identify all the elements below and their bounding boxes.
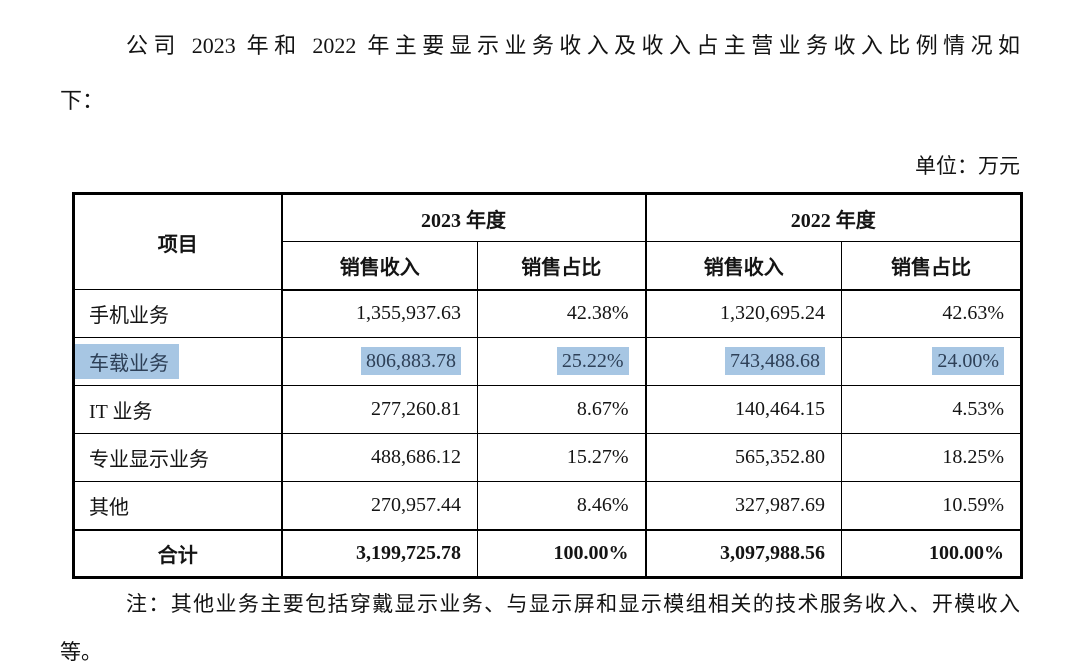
cell-revenue-2022: 565,352.80 xyxy=(644,433,842,482)
cell-item: 车载业务 xyxy=(73,337,282,386)
selected-text: 25.22% xyxy=(556,347,629,375)
cell-ratio-2023: 25.22% xyxy=(477,337,646,386)
table-row: 手机业务 1,355,937.63 42.38% 1,320,695.24 42… xyxy=(73,289,1022,338)
header-sales-revenue-2023: 销售收入 xyxy=(280,241,478,291)
footnote-line2: 等。 xyxy=(60,640,102,664)
cell-revenue-2022: 327,987.69 xyxy=(644,481,842,530)
header-sales-ratio-2023: 销售占比 xyxy=(477,241,646,291)
header-sales-revenue-2022: 销售收入 xyxy=(644,241,842,291)
cell-ratio-2022: 24.00% xyxy=(841,337,1022,386)
selected-text: 743,488.68 xyxy=(725,347,825,375)
table-row-highlighted: 车载业务 806,883.78 25.22% 743,488.68 24.00% xyxy=(73,337,1022,386)
table-header-row-years: 项目 2023 年度 2022 年度 xyxy=(73,193,1022,290)
header-sales-ratio-2022: 销售占比 xyxy=(841,241,1022,291)
header-year-2022: 2022 年度 xyxy=(644,193,1022,242)
header-item: 项目 xyxy=(73,193,282,290)
intro-paragraph-line2: 下： xyxy=(60,88,105,113)
selected-text: 车载业务 xyxy=(75,344,179,379)
cell-ratio-2022: 4.53% xyxy=(841,385,1022,434)
table-row: 其他 270,957.44 8.46% 327,987.69 10.59% xyxy=(73,481,1022,530)
cell-revenue-2022: 1,320,695.24 xyxy=(644,289,842,338)
header-year-2023: 2023 年度 xyxy=(280,193,646,242)
cell-revenue-2022: 743,488.68 xyxy=(644,337,842,386)
cell-revenue-2022: 140,464.15 xyxy=(644,385,842,434)
selected-text: 806,883.78 xyxy=(361,347,461,375)
cell-item: 其他 xyxy=(73,481,282,530)
cell-revenue-2023: 806,883.78 xyxy=(280,337,478,386)
table-row: IT 业务 277,260.81 8.67% 140,464.15 4.53% xyxy=(73,385,1022,434)
table-row: 专业显示业务 488,686.12 15.27% 565,352.80 18.2… xyxy=(73,433,1022,482)
table-header-row-metrics: 销售收入 销售占比 销售收入 销售占比 xyxy=(74,241,1022,291)
footnote-line1: 注：其他业务主要包括穿戴显示业务、与显示屏和显示模组相关的技术服务收入、开模收入 xyxy=(126,592,1020,616)
cell-item: 专业显示业务 xyxy=(73,433,282,482)
cell-ratio-2022: 10.59% xyxy=(841,481,1022,530)
cell-revenue-2023: 1,355,937.63 xyxy=(280,289,478,338)
cell-total-ratio-2023: 100.00% xyxy=(477,528,646,578)
cell-item: 手机业务 xyxy=(73,289,282,338)
cell-ratio-2022: 18.25% xyxy=(841,433,1022,482)
cell-ratio-2022: 42.63% xyxy=(841,289,1022,338)
cell-revenue-2023: 277,260.81 xyxy=(280,385,478,434)
cell-revenue-2023: 488,686.12 xyxy=(280,433,478,482)
selected-text: 24.00% xyxy=(932,347,1004,375)
intro-paragraph-line1: 公司 2023 年和 2022 年主要显示业务收入及收入占主营业务收入比例情况如 xyxy=(126,33,1020,58)
cell-total-label: 合计 xyxy=(73,528,282,578)
cell-total-ratio-2022: 100.00% xyxy=(841,528,1022,578)
cell-ratio-2023: 8.46% xyxy=(477,481,646,530)
revenue-table: 项目 2023 年度 2022 年度 销售收入 销售占比 销售收入 销售占比 手… xyxy=(72,192,1023,579)
cell-ratio-2023: 8.67% xyxy=(477,385,646,434)
unit-label: 单位：万元 xyxy=(915,154,1020,178)
cell-item: IT 业务 xyxy=(73,385,282,434)
cell-total-revenue-2022: 3,097,988.56 xyxy=(644,528,842,578)
cell-revenue-2023: 270,957.44 xyxy=(280,481,478,530)
cell-ratio-2023: 42.38% xyxy=(477,289,646,338)
cell-total-revenue-2023: 3,199,725.78 xyxy=(280,528,478,578)
table-total-row: 合计 3,199,725.78 100.00% 3,097,988.56 100… xyxy=(73,528,1022,578)
cell-ratio-2023: 15.27% xyxy=(477,433,646,482)
